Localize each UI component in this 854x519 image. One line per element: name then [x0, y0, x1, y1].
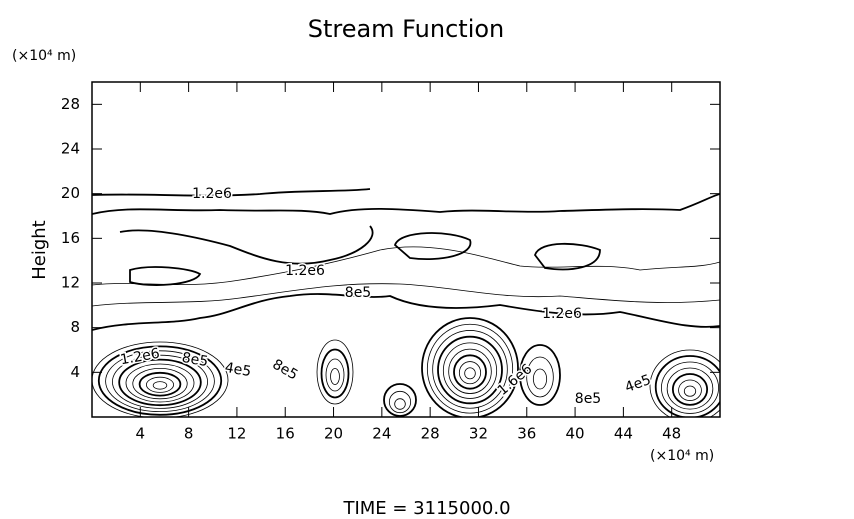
contour-line: [448, 348, 492, 394]
contour-line: [678, 379, 702, 401]
plot-frame: [91, 81, 721, 418]
contour-line: [92, 188, 371, 197]
contour-label: 8e5: [181, 350, 210, 370]
contour-label: 4e5: [224, 360, 253, 380]
x-tick-label: 4: [136, 425, 146, 443]
y-tick-label: 16: [61, 229, 80, 247]
contour-line: [330, 368, 340, 385]
contour-line: [383, 383, 417, 417]
contour-line: [105, 350, 215, 413]
contour-line: [654, 355, 720, 417]
y-axis-label: Height: [29, 220, 50, 280]
contour-line: [649, 349, 720, 417]
x-tick-label: 20: [324, 425, 343, 443]
y-tick-label: 4: [70, 363, 80, 381]
x-tick-label: 24: [372, 425, 391, 443]
contour-line: [92, 246, 720, 286]
contour-line: [92, 193, 720, 215]
y-tick-label: 20: [61, 184, 80, 202]
y-unit: (×10⁴ m): [12, 48, 76, 64]
contour-line: [118, 358, 202, 407]
contour-line: [671, 373, 709, 406]
contour-line: [666, 367, 714, 410]
contour-label: 8e5: [270, 356, 301, 383]
contour-line: [388, 390, 412, 414]
contour-line: [152, 381, 168, 390]
contour-line: [661, 361, 719, 414]
y-tick-label: 8: [70, 318, 80, 336]
contour-line: [119, 225, 374, 265]
contour-line: [132, 367, 188, 400]
contour-line: [394, 398, 406, 410]
contour-line: [138, 371, 182, 397]
contour-label: 8e5: [345, 285, 371, 301]
x-tick-label: 12: [227, 425, 246, 443]
x-tick-label: 36: [517, 425, 536, 443]
contour-line: [533, 242, 601, 271]
contour-label: 1.2e6: [119, 346, 161, 369]
contour-line: [92, 293, 720, 331]
footer: TIME = 3115000.0: [342, 498, 510, 519]
contour-line: [92, 283, 720, 307]
x-tick-label: 16: [276, 425, 295, 443]
contour-line: [458, 361, 482, 385]
contour-line: [145, 376, 174, 393]
contour-line: [453, 354, 487, 390]
contour-label: 4e5: [623, 372, 653, 396]
x-tick-label: 44: [614, 425, 633, 443]
contour-line: [92, 341, 229, 417]
contour-label: 1.2e6: [542, 306, 582, 322]
chart-title: Stream Function: [308, 15, 505, 43]
contour-line: [532, 368, 548, 390]
contour-line: [393, 232, 472, 261]
x-tick-label: 40: [566, 425, 585, 443]
contour-line: [432, 330, 508, 409]
y-tick-label: 28: [61, 95, 80, 113]
x-tick-label: 8: [184, 425, 194, 443]
contour-line: [426, 323, 514, 414]
contour-line: [464, 367, 476, 380]
contour-line: [125, 363, 195, 403]
contour-line: [112, 354, 208, 409]
contour-line: [437, 335, 503, 405]
contour-line: [325, 358, 345, 392]
x-tick-label: 32: [469, 425, 488, 443]
x-tick-label: 48: [662, 425, 681, 443]
contour-line: [129, 266, 202, 286]
y-tick-label: 12: [61, 274, 80, 292]
contour-line: [683, 385, 697, 397]
contour-line: [97, 345, 223, 416]
contour-label: 1.2e6: [192, 186, 232, 202]
contour-line: [320, 348, 350, 399]
y-tick-label: 24: [61, 140, 80, 158]
contour-label: 1.2e6: [285, 263, 325, 279]
contour-line: [421, 317, 519, 417]
contour-line: [442, 342, 498, 399]
x-tick-label: 28: [421, 425, 440, 443]
contour-line: [316, 339, 354, 405]
contour-line: [519, 344, 561, 406]
x-unit: (×10⁴ m): [650, 448, 714, 464]
contour-line: [526, 356, 554, 398]
contour-label: 8e5: [575, 391, 601, 407]
contours: [92, 188, 720, 417]
